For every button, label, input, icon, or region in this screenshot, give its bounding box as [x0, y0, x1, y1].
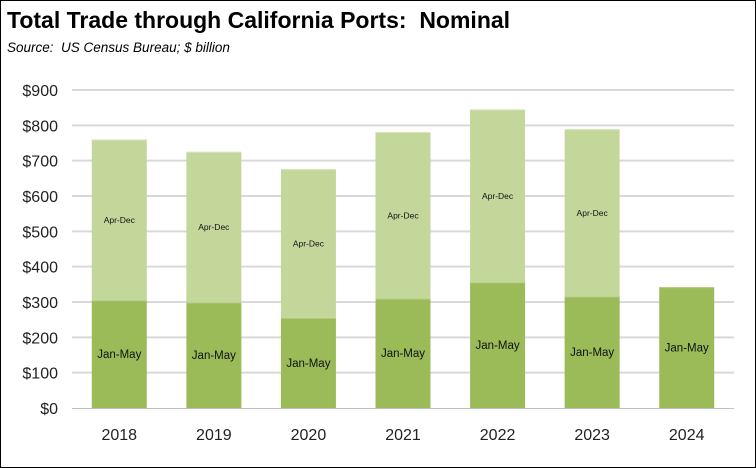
- bar-apr-dec-2022: [470, 109, 526, 283]
- y-tick-label: $100: [22, 366, 58, 383]
- bar-apr-dec-2018: [91, 139, 147, 301]
- bar-jan-may-2022: [470, 282, 526, 408]
- y-tick-label: $500: [22, 224, 58, 241]
- data-label: Jan-May: [665, 343, 709, 355]
- data-label: Jan-May: [381, 348, 425, 360]
- bar-jan-may-2023: [564, 296, 620, 408]
- x-tick-label: 2022: [480, 427, 516, 444]
- y-tick-label: $200: [22, 330, 58, 347]
- bar-jan-may-2020: [280, 317, 336, 408]
- x-tick-label: 2019: [196, 427, 232, 444]
- data-label: Jan-May: [476, 340, 520, 352]
- y-tick-label: $900: [22, 83, 58, 100]
- bar-jan-may-2024: [659, 287, 715, 408]
- bar-apr-dec-2023: [564, 129, 620, 297]
- y-tick-label: $400: [22, 260, 58, 277]
- x-tick-label: 2023: [574, 427, 610, 444]
- data-label: Apr-Dec: [387, 210, 419, 220]
- data-label: Jan-May: [570, 347, 614, 359]
- x-tick-label: 2021: [385, 427, 421, 444]
- bar-apr-dec-2021: [375, 132, 431, 299]
- y-tick-label: $600: [22, 189, 58, 206]
- y-tick-label: $0: [40, 401, 58, 418]
- data-label: Jan-May: [286, 358, 330, 370]
- data-label: Jan-May: [97, 349, 141, 361]
- data-label: Apr-Dec: [293, 239, 325, 249]
- chart-subtitle: Source: US Census Bureau; $ billion: [7, 40, 230, 55]
- data-label: Apr-Dec: [577, 208, 609, 218]
- data-label: Jan-May: [192, 350, 236, 362]
- bar-jan-may-2021: [375, 298, 431, 408]
- bar-apr-dec-2020: [280, 169, 336, 318]
- bar-jan-may-2018: [91, 300, 147, 408]
- data-label: Apr-Dec: [198, 222, 230, 232]
- bar-jan-may-2019: [186, 302, 242, 408]
- x-tick-label: 2018: [101, 427, 137, 444]
- chart-title: Total Trade through California Ports: No…: [7, 7, 511, 33]
- x-tick-label: 2020: [291, 427, 327, 444]
- y-tick-label: $700: [22, 154, 58, 171]
- bar-apr-dec-2019: [186, 151, 242, 303]
- y-tick-label: $300: [22, 295, 58, 312]
- x-tick-label: 2024: [669, 427, 705, 444]
- data-label: Apr-Dec: [482, 191, 514, 201]
- y-tick-label: $800: [22, 118, 58, 135]
- data-label: Apr-Dec: [104, 215, 136, 225]
